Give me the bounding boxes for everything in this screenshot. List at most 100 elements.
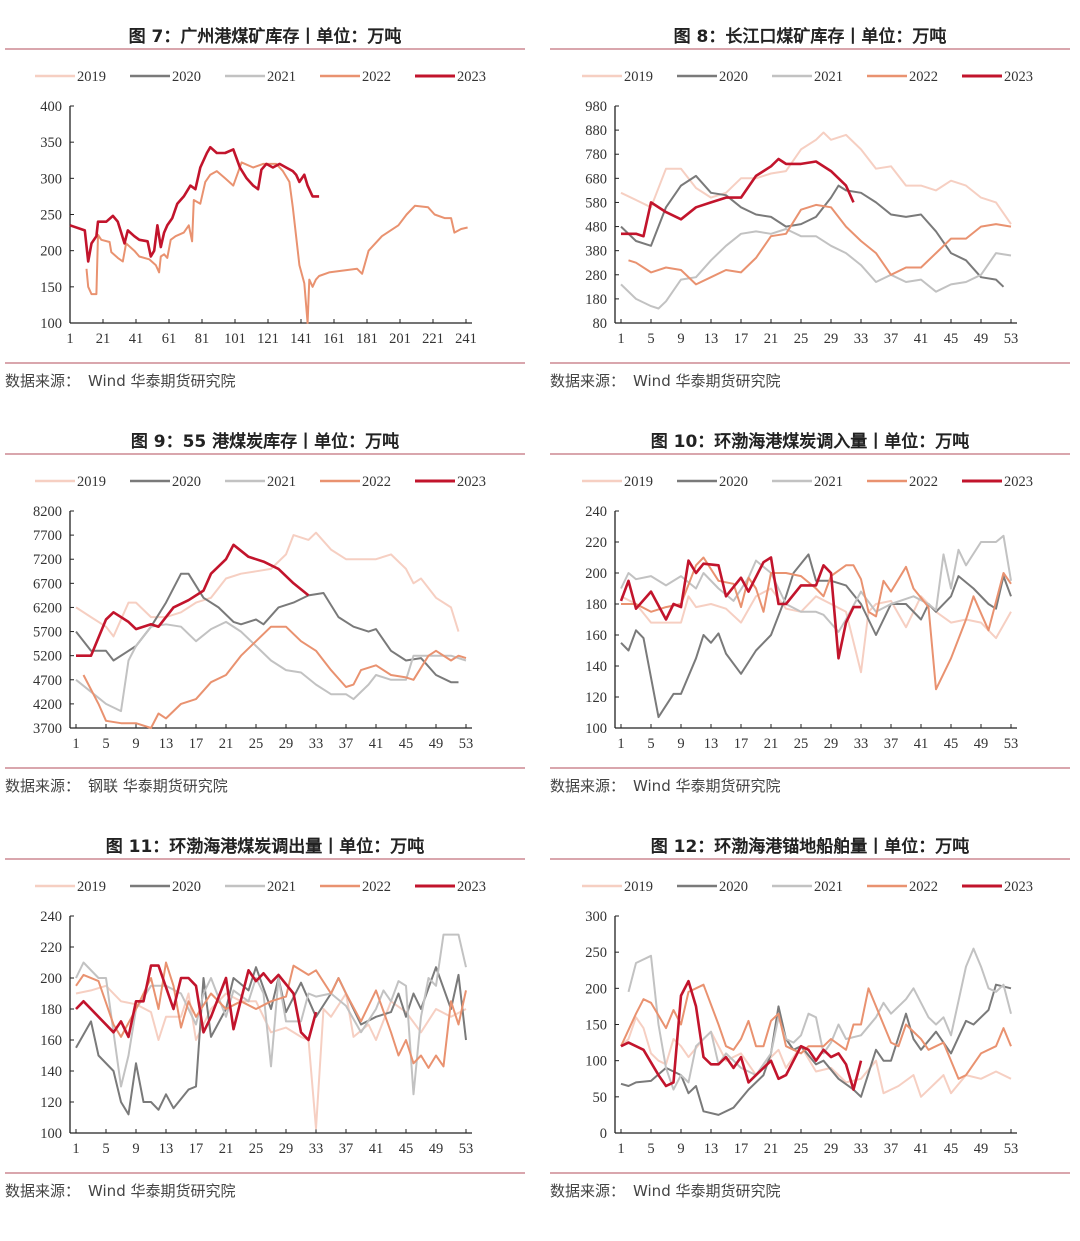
legend-label-2023: 2023 [457, 69, 486, 85]
x-tick-label: 17 [189, 736, 204, 752]
legend-label-2021: 2021 [267, 69, 296, 85]
legend-label-2020: 2020 [719, 69, 748, 85]
y-tick-label: 880 [585, 123, 607, 139]
x-tick-label: 9 [677, 331, 684, 347]
legend-label-2019: 2019 [77, 69, 106, 85]
y-tick-label: 160 [40, 1033, 62, 1049]
x-tick-label: 13 [159, 736, 174, 752]
source-note: 数据来源： Wind 华泰期货研究院 [550, 370, 788, 391]
y-tick-label: 680 [585, 171, 607, 187]
y-tick-label: 180 [40, 1002, 62, 1018]
x-tick-label: 61 [162, 331, 177, 347]
title-divider [5, 858, 525, 860]
series-line-2019 [75, 984, 467, 1130]
y-tick-label: 120 [40, 1095, 62, 1111]
legend: 2019 2020 2021 2022 2023 [35, 69, 486, 85]
legend-label-2023: 2023 [457, 474, 486, 490]
x-tick-label: 53 [1004, 1141, 1019, 1157]
chart-panel: 图 10：环渤海港煤炭调入量丨单位：万吨 数据来源： Wind 华泰期货研究院 20… [550, 405, 1070, 805]
x-tick-label: 13 [704, 1141, 719, 1157]
legend-label-2020: 2020 [172, 474, 201, 490]
series-line-2022 [82, 625, 467, 729]
title-divider [550, 858, 1070, 860]
legend: 2019 2020 2021 2022 2023 [35, 474, 486, 490]
x-tick-label: 21 [764, 736, 779, 752]
title-divider [550, 48, 1070, 50]
x-tick-label: 9 [677, 1141, 684, 1157]
series-line-2022 [75, 961, 467, 1069]
x-tick-label: 17 [734, 1141, 749, 1157]
series-line-2021 [627, 947, 1012, 1091]
legend-label-2019: 2019 [624, 879, 653, 895]
y-tick-label: 5700 [33, 625, 62, 641]
legend-label-2020: 2020 [719, 474, 748, 490]
x-tick-label: 49 [974, 1141, 989, 1157]
y-tick-label: 7200 [33, 552, 62, 568]
x-tick-label: 49 [974, 736, 989, 752]
x-tick-label: 101 [224, 331, 246, 347]
chart-title: 图 8：长江口煤矿库存丨单位：万吨 [673, 27, 947, 47]
y-tick-label: 200 [40, 244, 62, 260]
y-tick-label: 6700 [33, 576, 62, 592]
source-label: 数据来源： [5, 777, 81, 795]
y-tick-label: 180 [585, 292, 607, 308]
x-tick-label: 33 [309, 1141, 324, 1157]
y-tick-label: 250 [585, 945, 607, 961]
x-tick-label: 33 [854, 1141, 869, 1157]
y-tick-label: 200 [40, 971, 62, 987]
y-tick-label: 300 [40, 171, 62, 187]
series-line-2020 [620, 983, 1012, 1116]
x-tick-label: 41 [914, 331, 929, 347]
y-tick-label: 220 [40, 940, 62, 956]
legend-label-2022: 2022 [909, 474, 938, 490]
legend-label-2021: 2021 [267, 879, 296, 895]
source-text: Wind 华泰期货研究院 [88, 1182, 236, 1200]
y-tick-label: 300 [585, 909, 607, 925]
series-line-2023 [621, 157, 855, 238]
chart-title: 图 10：环渤海港煤炭调入量丨单位：万吨 [650, 432, 970, 452]
x-tick-label: 5 [647, 1141, 654, 1157]
x-tick-label: 29 [824, 736, 839, 752]
x-tick-label: 33 [309, 736, 324, 752]
x-tick-label: 45 [944, 331, 959, 347]
y-tick-label: 980 [585, 99, 607, 115]
x-tick-label: 37 [339, 736, 354, 752]
source-label: 数据来源： [550, 777, 626, 795]
legend-label-2020: 2020 [719, 879, 748, 895]
legend-label-2021: 2021 [814, 69, 843, 85]
x-tick-label: 41 [914, 736, 929, 752]
x-tick-label: 25 [794, 736, 809, 752]
chart-panel: 图 11：环渤海港煤炭调出量丨单位：万吨 数据来源： Wind 华泰期货研究院 20… [5, 810, 525, 1210]
x-tick-label: 13 [704, 331, 719, 347]
x-tick-label: 17 [734, 331, 749, 347]
series-line-2020 [75, 966, 467, 1116]
series-line-2022 [85, 161, 468, 324]
source-label: 数据来源： [550, 372, 626, 390]
series-line-2023 [619, 556, 861, 660]
source-text: Wind 华泰期货研究院 [88, 372, 236, 390]
y-tick-label: 200 [585, 566, 607, 582]
x-tick-label: 201 [389, 331, 411, 347]
series-line-2023 [75, 964, 318, 1042]
legend-label-2020: 2020 [172, 879, 201, 895]
y-tick-label: 5200 [33, 649, 62, 665]
y-tick-label: 150 [585, 1018, 607, 1034]
legend-label-2020: 2020 [172, 69, 201, 85]
chart-title: 图 12：环渤海港锚地船舶量丨单位：万吨 [650, 837, 970, 857]
series-line-2021 [620, 228, 1012, 310]
series-line-2019 [75, 531, 460, 638]
legend-label-2021: 2021 [267, 474, 296, 490]
x-tick-label: 45 [944, 736, 959, 752]
x-tick-label: 1 [66, 331, 73, 347]
y-tick-label: 4200 [33, 697, 62, 713]
x-tick-label: 45 [944, 1141, 959, 1157]
legend-label-2019: 2019 [77, 474, 106, 490]
source-divider [550, 362, 1070, 364]
x-tick-label: 21 [96, 331, 111, 347]
line-chart: 2019 2020 2021 2022 2023 100 120 140 160 180 200 22… [582, 474, 1033, 752]
x-tick-label: 1 [72, 1141, 79, 1157]
x-tick-label: 1 [617, 736, 624, 752]
title-divider [550, 453, 1070, 455]
x-tick-label: 41 [369, 736, 384, 752]
x-tick-label: 41 [914, 1141, 929, 1157]
